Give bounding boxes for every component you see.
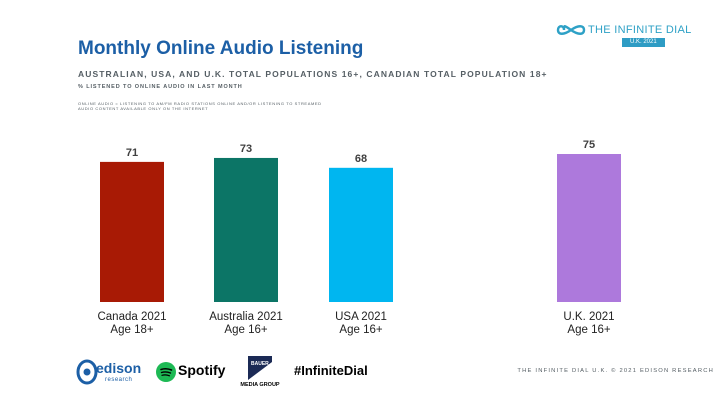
edison-research-logo: edison research — [76, 359, 146, 389]
category-label-0-0: Canada 2021 — [97, 311, 166, 323]
definition-note: ONLINE AUDIO = LISTENING TO AM/FM RADIO … — [78, 101, 322, 111]
spotify-wordmark: Spotify — [178, 362, 226, 378]
infinity-icon — [556, 25, 586, 35]
category-label-3-0: U.K. 2021 — [563, 311, 614, 323]
spotify-icon — [156, 362, 176, 382]
bar-0 — [100, 161, 164, 302]
infinite-dial-logo: THE INFINITE DIAL U.K. 2021 — [556, 20, 691, 48]
measure-note: % LISTENED TO ONLINE AUDIO IN LAST MONTH — [78, 84, 243, 90]
category-label-2-0: USA 2021 — [335, 311, 387, 323]
page-subtitle: AUSTRALIAN, USA, AND U.K. TOTAL POPULATI… — [78, 69, 548, 79]
data-label-0: 71 — [126, 147, 138, 159]
bar-3 — [557, 154, 621, 302]
page-title: Monthly Online Audio Listening — [78, 38, 364, 59]
bar-1 — [214, 157, 278, 302]
bauer-media-logo: BAUER MEDIA GROUP — [236, 356, 284, 390]
svg-text:BAUER: BAUER — [251, 361, 269, 367]
brand-name: THE INFINITE DIAL — [588, 24, 692, 36]
brand-tag: U.K. 2021 — [622, 38, 665, 47]
edison-wordmark: edison — [96, 360, 142, 376]
data-label-2: 68 — [355, 153, 367, 165]
category-label-0-1: Age 18+ — [110, 324, 153, 336]
data-label-1: 73 — [240, 143, 252, 155]
data-label-3: 75 — [583, 139, 595, 151]
category-label-2-1: Age 16+ — [339, 324, 382, 336]
category-label-3-1: Age 16+ — [567, 324, 610, 336]
edison-subtext: research — [105, 377, 133, 383]
edison-swirl-icon — [76, 359, 98, 385]
category-label-1-1: Age 16+ — [224, 324, 267, 336]
copyright-footer: THE INFINITE DIAL U.K. © 2021 EDISON RES… — [517, 368, 714, 374]
bauer-wordmark: MEDIA GROUP — [240, 382, 280, 388]
bar-2 — [329, 167, 393, 302]
category-label-1-0: Australia 2021 — [209, 311, 283, 323]
hashtag: #InfiniteDial — [294, 363, 368, 378]
bauer-mark-icon: BAUER — [248, 356, 272, 380]
